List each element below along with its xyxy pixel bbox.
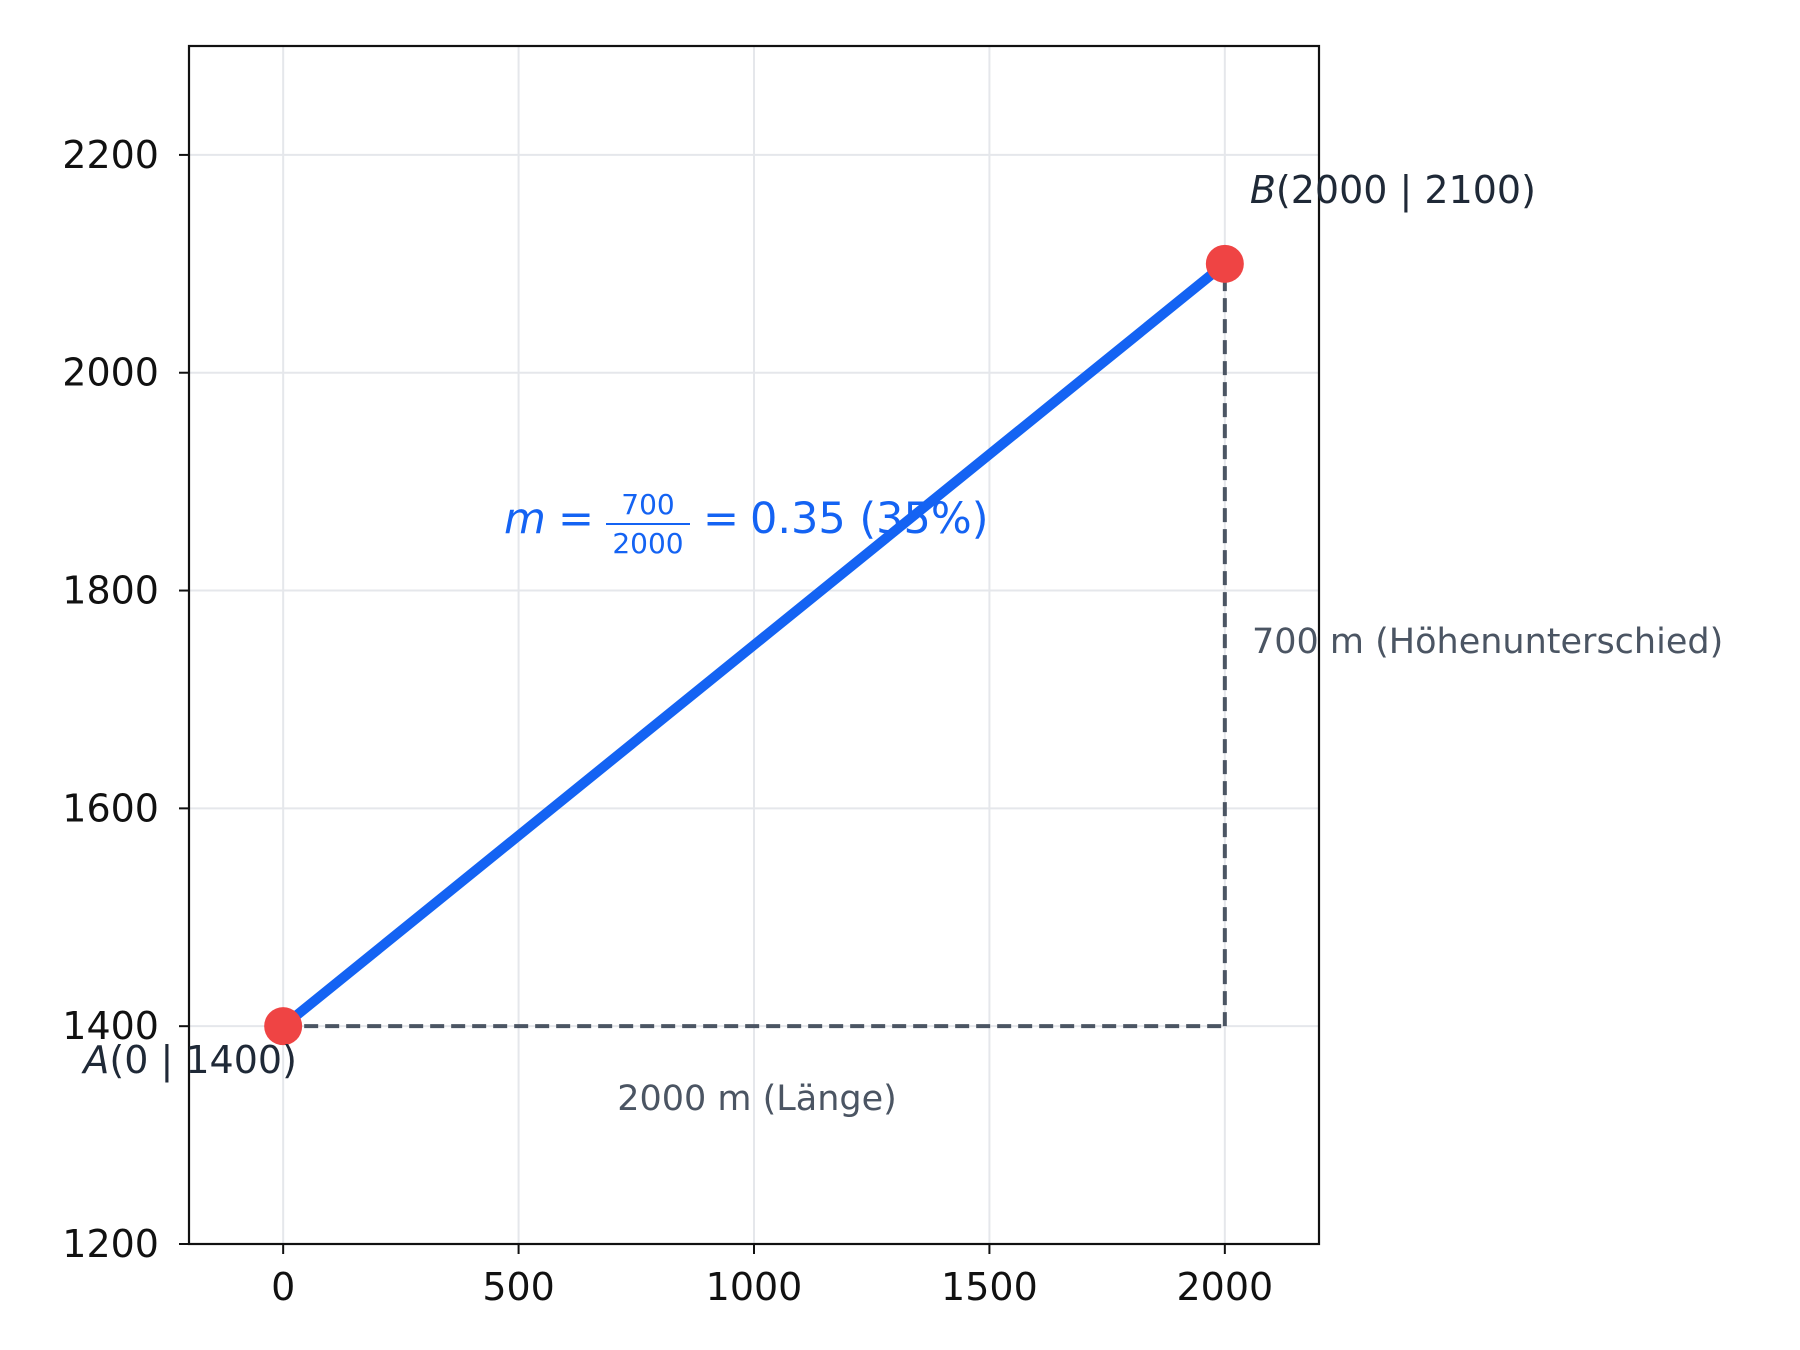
formula-equals-2: =: [703, 494, 739, 544]
slope-line: [278, 258, 1230, 1032]
point-a: [264, 1007, 303, 1046]
formula-equals-1: =: [558, 494, 594, 544]
x-tick-label: 1500: [941, 1265, 1038, 1309]
x-tick-label: 500: [482, 1265, 555, 1309]
formula-variable: m: [504, 494, 546, 544]
y-tick-label: 1600: [62, 786, 159, 830]
formula-denominator: 2000: [612, 527, 683, 560]
slope-formula: m = 700 2000 = 0.35 (35%): [504, 488, 989, 560]
dashed-triangle: [283, 263, 1227, 1029]
axis-ticks: 0 500 1000 1500 2000 1200 1400 1600 1800 2000 2200: [62, 133, 1273, 1309]
y-tick-label: 1800: [62, 569, 159, 613]
x-tick-label: 0: [271, 1265, 295, 1309]
horizontal-dimension-label: 2000 m (Länge): [617, 1079, 897, 1119]
y-tick-label: 2000: [62, 351, 159, 395]
x-tick-label: 2000: [1176, 1265, 1273, 1309]
y-tick-label: 2200: [62, 133, 159, 177]
points: A(0 | 1400) B(2000 | 2100): [80, 168, 1536, 1083]
slope-lines: [278, 258, 1230, 1032]
formula-numerator: 700: [621, 488, 674, 521]
formula-result: 0.35 (35%): [750, 494, 989, 544]
y-tick-label: 1200: [62, 1222, 159, 1266]
y-tick-label: 1400: [62, 1004, 159, 1048]
point-label-a: A(0 | 1400): [80, 1038, 297, 1083]
vertical-dimension-label: 700 m (Höhenunterschied): [1252, 622, 1723, 662]
x-tick-label: 1000: [706, 1265, 803, 1309]
point-label-b: B(2000 | 2100): [1250, 168, 1536, 213]
point-b: [1205, 244, 1244, 283]
